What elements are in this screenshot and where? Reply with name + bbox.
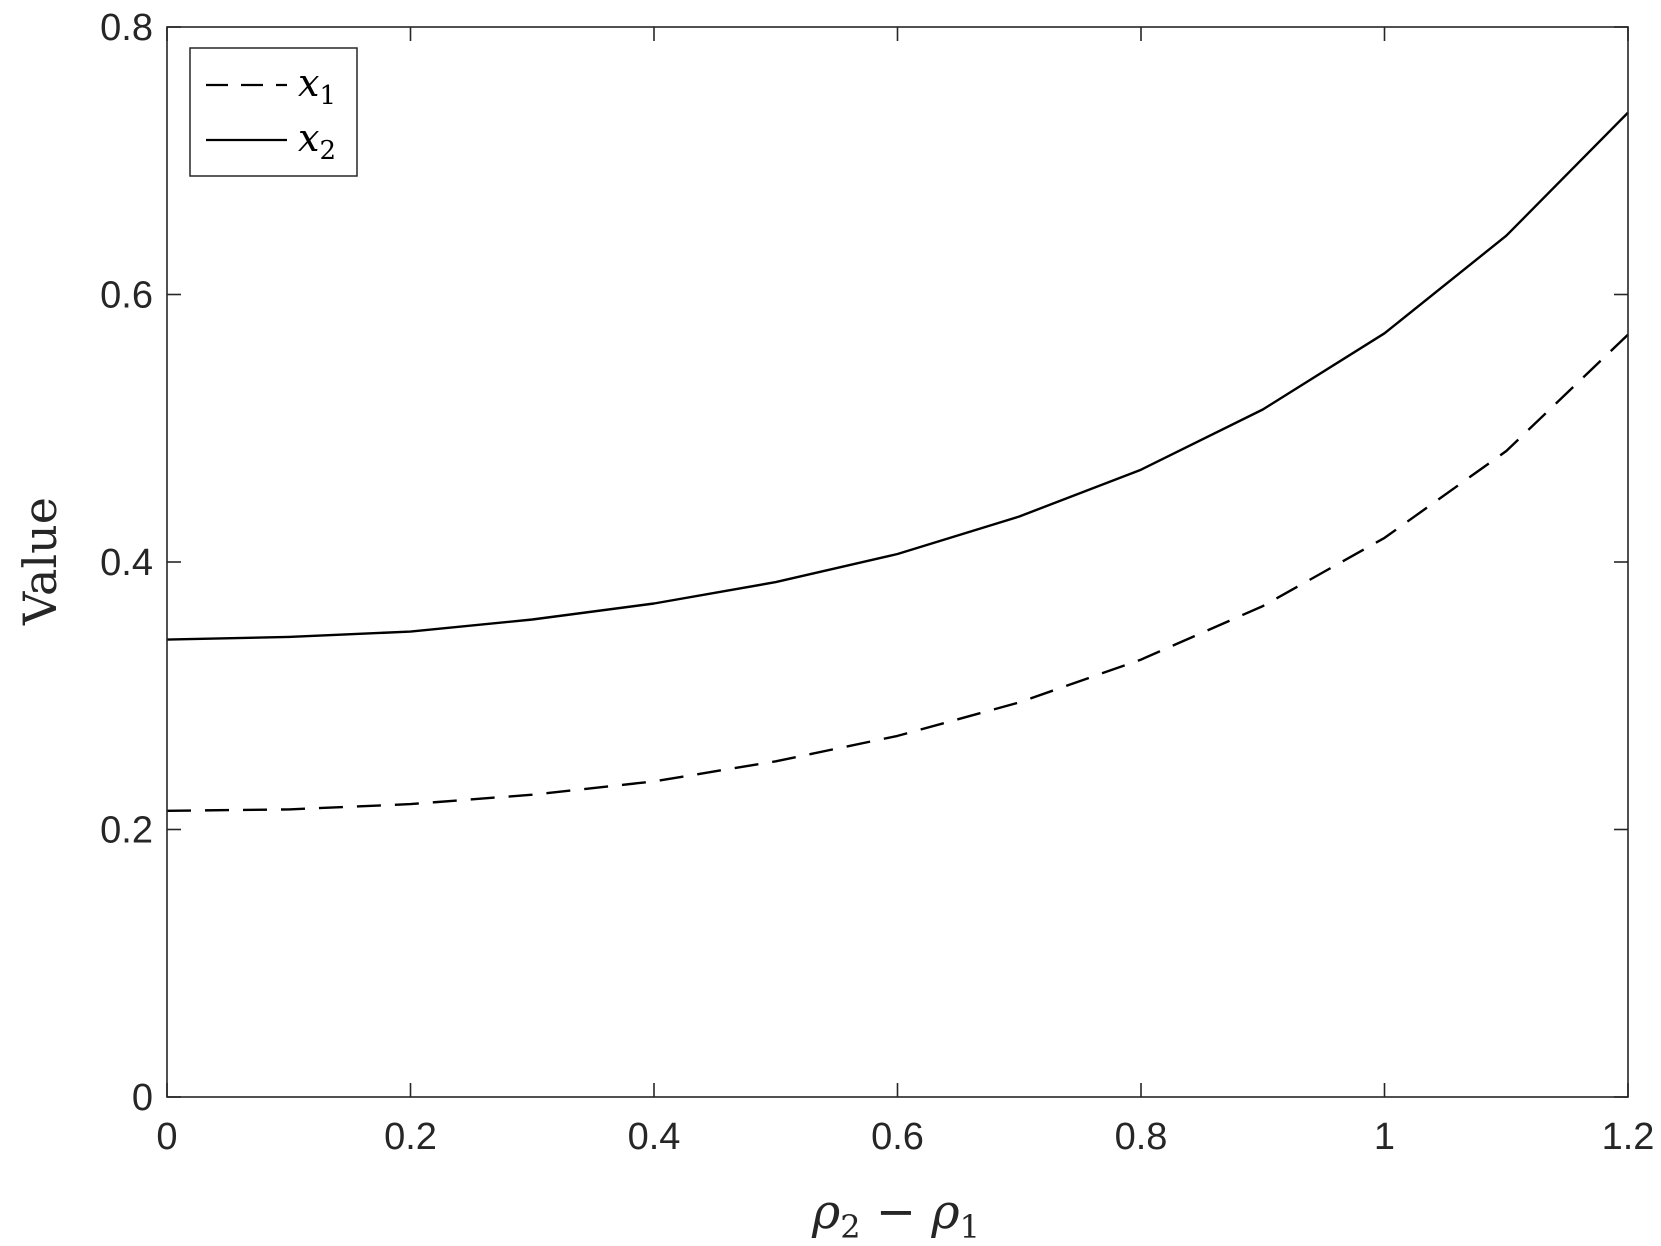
x-tick-label: 1.2 (1602, 1116, 1655, 1158)
y-tick-label: 0.8 (100, 7, 153, 49)
x-axis-title-base2: ρ (930, 1184, 959, 1240)
x-tick-label: 0.6 (871, 1116, 924, 1158)
x-tick-label: 1 (1374, 1116, 1395, 1158)
x-axis-title-op: − (861, 1184, 932, 1240)
legend-label-x1: x1 (298, 61, 336, 111)
y-tick-label: 0.2 (100, 810, 153, 852)
x-axis-title-sub1: 2 (840, 1208, 860, 1246)
y-axis-title: Value (13, 497, 67, 626)
legend-label-x2-base: x (298, 116, 319, 160)
legend-box (189, 47, 358, 177)
x-axis-title-base1: ρ (811, 1184, 840, 1240)
x-axis-title-sub2: 1 (960, 1208, 980, 1246)
legend-label-x1-sub: 1 (319, 81, 336, 111)
series-line-x2 (166, 111, 1629, 641)
axes (166, 26, 1629, 1098)
tick-labels: 0 0.2 0.4 0.6 0.8 1 1.2 0 0.2 0.4 0.6 0.8 (100, 7, 1654, 1158)
legend-label-x2-sub: 2 (319, 136, 336, 166)
y-tick-label: 0.4 (100, 542, 153, 584)
series-line-x1 (166, 333, 1629, 812)
x-axis-title: ρ2 − ρ1 (811, 1184, 980, 1246)
x-tick-label: 0.2 (384, 1116, 437, 1158)
legend-label-x2: x2 (298, 116, 336, 166)
series-lines (166, 111, 1629, 812)
y-tick-label: 0 (132, 1077, 153, 1119)
x-tick-label: 0 (156, 1116, 177, 1158)
x-tick-label: 0.8 (1115, 1116, 1168, 1158)
legend-label-x1-base: x (298, 61, 319, 105)
x-tick-label: 0.4 (628, 1116, 681, 1158)
y-tick-label: 0.6 (100, 275, 153, 317)
legend: x1 x2 (189, 47, 358, 177)
